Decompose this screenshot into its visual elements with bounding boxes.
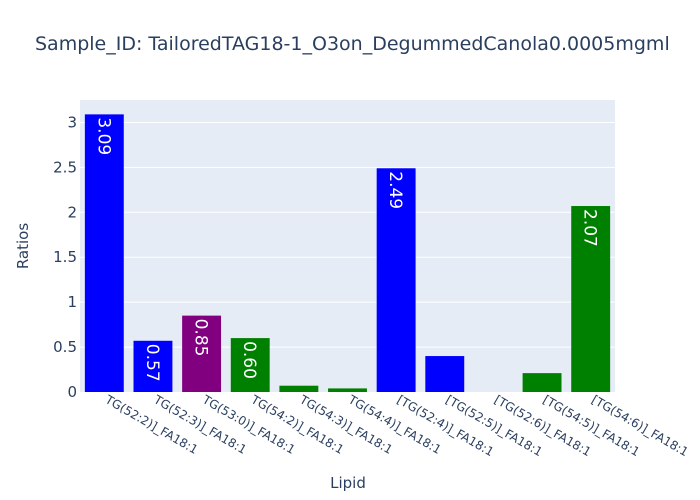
x-tick-label: TG(52:2)]_FA18:1	[102, 392, 200, 457]
x-axis-ticks: TG(52:2)]_FA18:1TG(52:3)]_FA18:1TG(53:0)…	[102, 392, 691, 459]
bar-value-label: 0.85	[191, 319, 211, 357]
bar-value-label: 0.57	[142, 344, 162, 382]
y-tick-label: 1.5	[53, 248, 77, 266]
y-tick-label: 2.5	[53, 158, 77, 176]
bar	[571, 206, 611, 392]
y-tick-label: 2	[67, 203, 77, 221]
bars: 3.09 0.57 0.85 0.60 2.49 2.07	[84, 114, 611, 393]
bar-value-label: 2.07	[580, 209, 600, 247]
y-tick-label: 0.5	[53, 338, 77, 356]
bar-value-label: 2.49	[385, 171, 405, 209]
y-tick-label: 1	[67, 293, 77, 311]
x-axis-title: Lipid	[330, 474, 366, 492]
bar	[133, 340, 173, 392]
bar	[328, 388, 367, 392]
bar	[425, 356, 465, 392]
y-tick-label: 3	[67, 113, 77, 131]
bar	[182, 315, 222, 392]
bar-value-label: 0.60	[239, 341, 259, 379]
bar	[376, 168, 416, 392]
y-axis-title: Ratios	[14, 223, 32, 270]
bar-value-label: 3.09	[93, 117, 113, 155]
bar	[279, 385, 319, 392]
chart-title: Sample_ID: TailoredTAG18-1_O3on_Degummed…	[35, 33, 670, 55]
y-axis-ticks: 0 0.5 1 1.5 2 2.5 3	[53, 113, 77, 401]
bar	[522, 373, 562, 392]
y-tick-label: 0	[67, 383, 77, 401]
bar	[84, 114, 124, 393]
bar	[230, 338, 270, 392]
